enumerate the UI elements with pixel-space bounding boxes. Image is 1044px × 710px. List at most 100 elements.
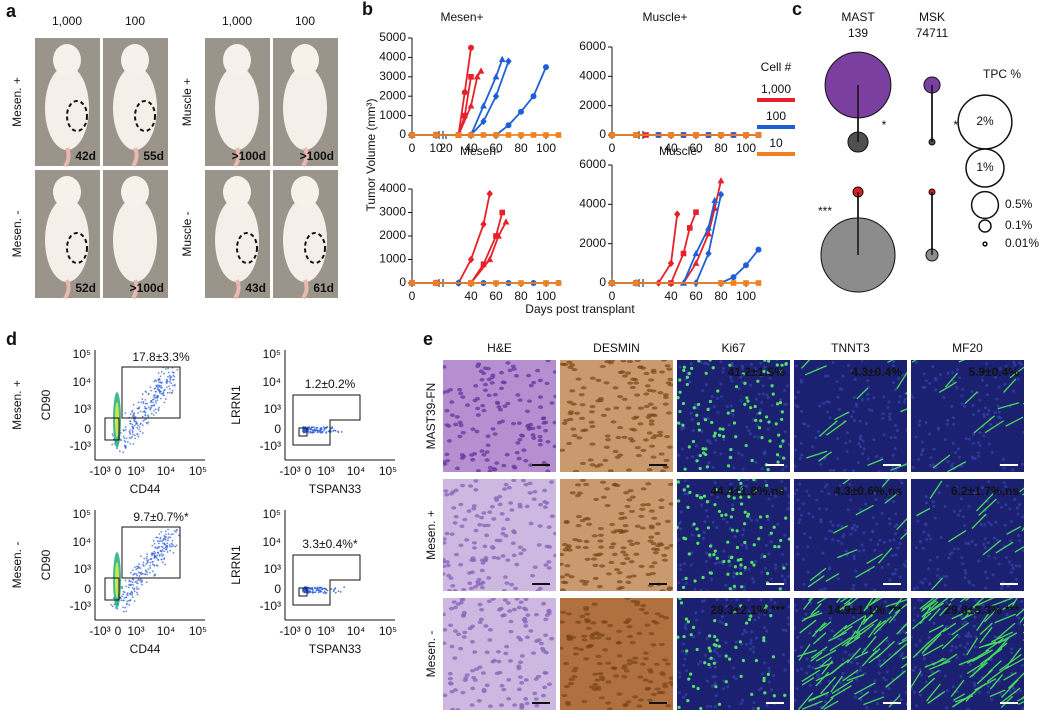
quantification: 41.2±1.5% bbox=[728, 365, 786, 379]
stain bbox=[648, 419, 655, 423]
column-header: MAST bbox=[841, 10, 875, 24]
cell-dot bbox=[163, 547, 165, 550]
cell-dot bbox=[325, 431, 327, 434]
cell-dot bbox=[162, 554, 165, 556]
nucleus bbox=[549, 636, 555, 641]
cell-dot bbox=[164, 530, 167, 533]
nucleus bbox=[920, 599, 924, 603]
positive-cell bbox=[724, 513, 728, 517]
stain bbox=[626, 625, 633, 629]
cell-dot bbox=[324, 587, 327, 590]
x-tick-label: 100 bbox=[736, 141, 756, 155]
stain bbox=[661, 360, 668, 362]
stain bbox=[658, 614, 665, 618]
stain bbox=[611, 666, 618, 671]
positive-cell bbox=[757, 426, 762, 430]
positive-cell bbox=[732, 421, 737, 425]
positive-fiber bbox=[798, 643, 811, 661]
nucleus bbox=[717, 560, 721, 564]
stain bbox=[666, 367, 673, 371]
positive-cell bbox=[763, 691, 767, 695]
nucleus bbox=[730, 361, 734, 365]
stain bbox=[610, 420, 617, 424]
data-point bbox=[755, 132, 762, 138]
cell-dot bbox=[137, 578, 140, 581]
cell-dot bbox=[137, 567, 140, 569]
nucleus bbox=[841, 658, 845, 662]
cell-dot bbox=[158, 533, 161, 535]
cell-dot bbox=[156, 540, 159, 543]
nucleus bbox=[740, 642, 744, 646]
nucleus bbox=[460, 598, 466, 601]
nucleus bbox=[712, 657, 716, 661]
nucleus bbox=[457, 434, 463, 439]
stain bbox=[644, 384, 651, 388]
nucleus bbox=[956, 513, 960, 517]
positive-fiber bbox=[985, 637, 1004, 652]
nucleus bbox=[754, 460, 758, 464]
cell-dot bbox=[166, 542, 169, 545]
positive-fiber bbox=[928, 624, 944, 633]
cell-dot bbox=[171, 389, 174, 392]
days-label: >100d bbox=[232, 149, 266, 163]
nucleus bbox=[767, 497, 771, 501]
positive-fiber bbox=[801, 610, 820, 622]
positive-fiber bbox=[896, 517, 907, 531]
positive-fiber bbox=[797, 692, 814, 710]
nucleus bbox=[917, 423, 921, 427]
column-header: 1,000 bbox=[222, 14, 252, 28]
nucleus bbox=[800, 409, 804, 413]
nucleus bbox=[902, 563, 906, 567]
nucleus bbox=[519, 704, 525, 708]
stain bbox=[647, 539, 654, 543]
positive-fiber bbox=[976, 669, 993, 685]
row-label: Mesen. + bbox=[424, 510, 438, 560]
nucleus bbox=[947, 632, 951, 636]
nucleus bbox=[758, 612, 762, 616]
nucleus bbox=[880, 565, 884, 569]
nucleus bbox=[794, 404, 798, 408]
stain bbox=[605, 572, 612, 576]
cell-dot bbox=[157, 409, 160, 412]
nucleus bbox=[848, 439, 852, 443]
positive-cell bbox=[681, 401, 686, 406]
cell-dot bbox=[167, 539, 169, 542]
nucleus bbox=[516, 421, 522, 425]
quantification: 5.9±0.4% bbox=[968, 365, 1019, 379]
positive-cell bbox=[753, 404, 757, 409]
stain bbox=[624, 556, 631, 561]
nucleus bbox=[685, 669, 689, 673]
texture bbox=[560, 360, 673, 472]
stain bbox=[592, 563, 599, 567]
stain bbox=[567, 417, 574, 421]
positive-cell bbox=[717, 433, 722, 437]
stain bbox=[668, 676, 673, 680]
stain bbox=[575, 514, 582, 519]
positive-cell bbox=[734, 435, 738, 439]
column-header: H&E bbox=[487, 341, 512, 355]
nucleus bbox=[982, 415, 986, 419]
positive-fiber bbox=[900, 408, 907, 413]
nucleus bbox=[731, 503, 735, 507]
cell-dot bbox=[161, 554, 163, 557]
cell-dot bbox=[165, 381, 167, 383]
nucleus bbox=[1020, 600, 1024, 604]
cell-dot bbox=[149, 564, 151, 567]
nucleus bbox=[784, 464, 788, 468]
nucleus bbox=[503, 482, 509, 487]
nucleus bbox=[826, 410, 830, 414]
cell-dot bbox=[145, 391, 148, 394]
nucleus bbox=[700, 503, 704, 507]
nucleus bbox=[694, 444, 698, 448]
positive-fiber bbox=[842, 669, 859, 682]
nucleus bbox=[484, 458, 490, 462]
nucleus bbox=[473, 479, 479, 483]
stain bbox=[630, 377, 637, 381]
nucleus bbox=[737, 451, 741, 455]
cell-dot bbox=[167, 371, 170, 374]
nucleus bbox=[811, 515, 815, 519]
stain bbox=[633, 381, 640, 385]
nucleus bbox=[507, 659, 513, 663]
nucleus bbox=[684, 581, 688, 585]
nucleus bbox=[892, 618, 896, 622]
